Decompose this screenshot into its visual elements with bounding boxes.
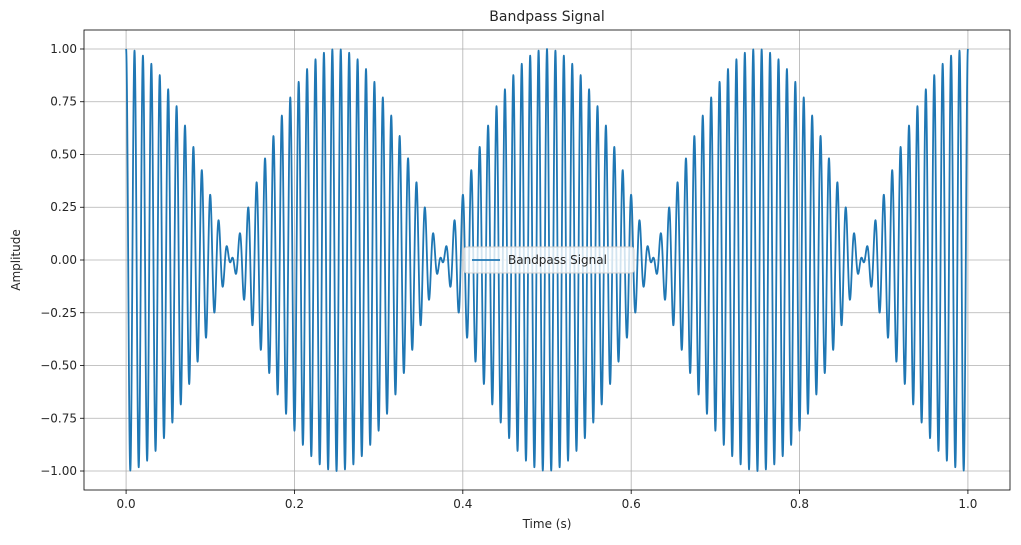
series-layer: [125, 48, 969, 472]
legend: Bandpass Signal: [463, 246, 635, 274]
x-axis-label: Time (s): [522, 517, 572, 531]
x-tick-label: 0.6: [622, 497, 641, 511]
y-tick-label: −0.75: [40, 411, 77, 425]
chart-title: Bandpass Signal: [489, 9, 604, 25]
y-tick-label: −1.00: [40, 464, 77, 478]
axes: 0.0 0.2 0.4 0.6 0.8 1.0 −1.00 −0.75 −0.50 −0.25 0.…: [40, 29, 1011, 511]
y-tick-label: 1.00: [50, 42, 77, 56]
x-tick-label: 0.4: [453, 497, 472, 511]
x-tick-label: 0.2: [285, 497, 304, 511]
legend-box: [463, 246, 635, 274]
legend-label-bandpass-signal: Bandpass Signal: [508, 253, 607, 267]
y-tick-label: −0.50: [40, 359, 77, 373]
x-tick-label: 1.0: [958, 497, 977, 511]
y-tick-label: 0.25: [50, 200, 77, 214]
x-tick-label: 0.0: [117, 497, 136, 511]
y-tick-label: 0.75: [50, 95, 77, 109]
y-tick-label: 0.00: [50, 253, 77, 267]
series-line-bandpass-signal: [125, 48, 969, 472]
y-tick-label: 0.50: [50, 147, 77, 161]
y-tick-label: −0.25: [40, 306, 77, 320]
x-tick-label: 0.8: [790, 497, 809, 511]
plot-spines: [83, 29, 1011, 491]
y-axis-label: Amplitude: [9, 229, 23, 291]
